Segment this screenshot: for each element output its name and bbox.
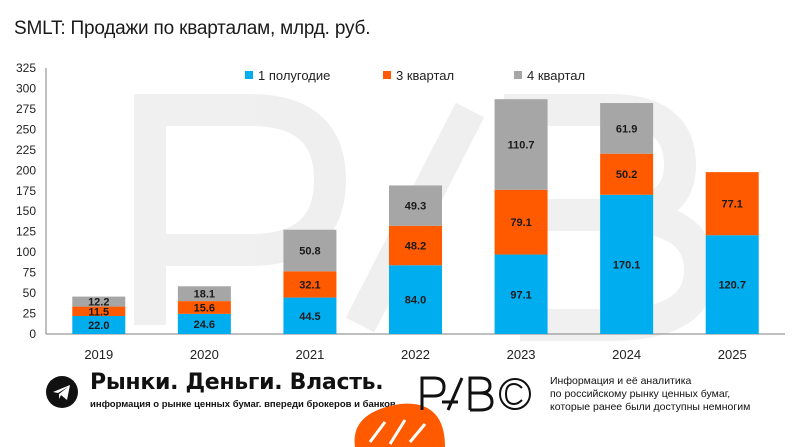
- data-label: 49.3: [405, 201, 426, 213]
- y-tick-label: 150: [16, 204, 36, 218]
- data-label: 97.1: [510, 289, 531, 301]
- y-tick-label: 0: [29, 327, 36, 341]
- bar-segment: [389, 225, 442, 266]
- telegram-icon[interactable]: [46, 376, 78, 408]
- bar-segment: [494, 254, 548, 334]
- data-label: 79.1: [510, 217, 531, 229]
- data-label: 110.7: [508, 139, 535, 151]
- promo-line: Информация и её аналитика: [550, 375, 692, 387]
- x-tick-label: 2025: [718, 347, 747, 362]
- data-label: 18.1: [194, 289, 215, 301]
- bar-segment: [177, 313, 231, 334]
- data-label: 50.8: [299, 246, 320, 258]
- bar-segment: [600, 194, 654, 334]
- data-label: 48.2: [405, 241, 426, 253]
- data-label: 120.7: [718, 280, 746, 292]
- y-tick-label: 250: [16, 122, 36, 136]
- y-tick-label: 325: [16, 61, 36, 75]
- bar-segment: [494, 189, 548, 255]
- bar-segment: [177, 301, 231, 314]
- legend-swatch: [245, 71, 253, 79]
- x-tick-label: 2024: [612, 347, 641, 362]
- data-label: 170.1: [613, 259, 641, 271]
- bar-segment: [72, 306, 126, 316]
- x-tick-label: 2019: [84, 347, 113, 362]
- x-tick-label: 2023: [507, 347, 536, 362]
- x-tick-label: 2021: [295, 347, 324, 362]
- data-label: 44.5: [299, 311, 320, 323]
- bar-segment: [283, 229, 337, 272]
- y-tick-label: 25: [23, 307, 37, 321]
- legend-label: 4 квартал: [527, 68, 585, 83]
- bar-segment: [494, 99, 548, 190]
- data-label: 50.2: [616, 169, 637, 181]
- y-tick-label: 75: [23, 266, 37, 280]
- promo-line: которые ранее были доступны немногим: [550, 401, 751, 413]
- promo-text: Информация и её аналитика по российскому…: [550, 375, 790, 414]
- promo-line: по российскому рынку ценных бумаг,: [550, 388, 731, 400]
- data-label: 22.0: [88, 320, 109, 332]
- data-label: 61.9: [616, 123, 637, 135]
- y-tick-label: 100: [16, 245, 36, 259]
- y-tick-label: 225: [16, 143, 36, 157]
- legend-label: 1 полугодие: [258, 68, 330, 83]
- data-label: 15.6: [194, 302, 215, 314]
- bar-segment: [705, 235, 759, 334]
- legend-swatch: [383, 71, 391, 79]
- rdv-logo: [420, 376, 531, 412]
- x-tick-label: 2022: [401, 347, 430, 362]
- brand-title[interactable]: Рынки. Деньги. Власть.: [90, 370, 384, 395]
- bar-segment: [389, 265, 442, 334]
- x-tick-label: 2020: [190, 347, 219, 362]
- bar-segment: [600, 153, 654, 195]
- chart-area: 0 25 50 75 100 125 150 175 200 225 250 275 300 325 22…: [16, 61, 785, 362]
- data-label: 24.6: [194, 319, 215, 331]
- bar-segment: [72, 315, 126, 334]
- chart-title: SMLT: Продажи по кварталам, млрд. руб.: [14, 18, 371, 39]
- orange-decoration: [354, 403, 445, 447]
- bar-segment: [283, 271, 337, 298]
- y-tick-label: 125: [16, 225, 36, 239]
- bar-segment: [177, 286, 231, 302]
- bar-segment: [72, 296, 126, 307]
- data-label: 77.1: [722, 199, 743, 211]
- bar-segment: [705, 172, 759, 236]
- y-tick-label: 200: [16, 163, 36, 177]
- bar-segment: [283, 297, 337, 334]
- legend-label: 3 квартал: [396, 68, 454, 83]
- bar-segment: [600, 103, 654, 154]
- bar-segment: [389, 185, 442, 226]
- data-label: 84.0: [405, 295, 426, 307]
- data-label: 12.2: [88, 297, 109, 309]
- data-label: 32.1: [299, 279, 320, 291]
- y-tick-label: 175: [16, 184, 36, 198]
- y-tick-label: 50: [23, 286, 37, 300]
- data-label: 11.5: [88, 306, 109, 318]
- legend-swatch: [514, 71, 522, 79]
- footer-banner: Рынки. Деньги. Власть. информация о рынк…: [0, 362, 800, 447]
- y-tick-label: 275: [16, 102, 36, 116]
- brand-subtitle: информация о рынке ценных бумаг. впереди…: [90, 399, 399, 410]
- y-tick-label: 300: [16, 81, 36, 95]
